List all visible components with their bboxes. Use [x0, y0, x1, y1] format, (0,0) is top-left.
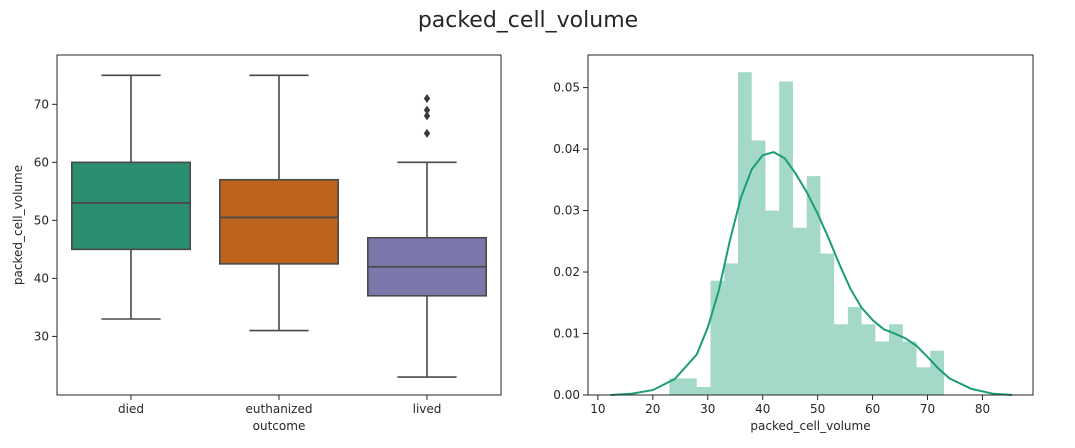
- boxplot-x-label: outcome: [253, 419, 306, 433]
- box-died: [71, 74, 192, 320]
- histogram-bar: [696, 387, 711, 395]
- y-tick-label: 40: [34, 271, 49, 285]
- histogram-bar: [737, 72, 752, 396]
- y-tick-label: 0.01: [553, 327, 580, 341]
- x-tick-label: 60: [865, 402, 880, 416]
- outlier-point: [423, 111, 431, 121]
- box-iqr: [71, 161, 192, 251]
- boxplot-x-axis: died euthanized lived: [118, 395, 441, 416]
- histogram-bar: [875, 341, 890, 395]
- y-tick-label: 0.04: [553, 142, 580, 156]
- x-tick-label: 80: [975, 402, 990, 416]
- outlier-point: [423, 105, 431, 115]
- y-tick-label: 50: [34, 213, 49, 227]
- histogram-x-label: packed_cell_volume: [750, 419, 870, 433]
- box-euthanized: [219, 74, 340, 332]
- histogram-bar: [861, 324, 876, 395]
- histogram-bars: [669, 72, 944, 396]
- histogram-bar: [765, 210, 780, 395]
- histogram-chart: 0.00 0.01 0.02 0.03 0.04 0.05 10 20 30 40 50 60 70 8…: [553, 54, 1034, 433]
- x-tick-label: 40: [755, 402, 770, 416]
- histogram-bar: [669, 378, 684, 395]
- histogram-bar: [806, 176, 821, 395]
- boxplot-y-label: packed_cell_volume: [11, 165, 25, 285]
- boxplot-y-axis: 30 40 50 60 70: [34, 97, 57, 343]
- x-tick-label: 50: [810, 402, 825, 416]
- y-tick-label: 0.02: [553, 265, 580, 279]
- boxplot-frame: [56, 54, 502, 396]
- histogram-bar: [930, 350, 944, 395]
- boxplot-marks: [71, 74, 487, 378]
- x-tick-label: 30: [700, 402, 715, 416]
- histogram-x-axis: 10 20 30 40 50 60 70 80: [590, 395, 990, 416]
- y-tick-label: 0.05: [553, 81, 580, 95]
- y-tick-label: 0.00: [553, 388, 580, 402]
- x-tick-label: euthanized: [246, 402, 313, 416]
- histogram-bar: [847, 307, 862, 395]
- histogram-bar: [724, 263, 738, 395]
- histogram-bar: [889, 324, 903, 395]
- y-tick-label: 0.03: [553, 204, 580, 218]
- x-tick-label: 20: [645, 402, 660, 416]
- x-tick-label: lived: [413, 402, 442, 416]
- box-iqr: [219, 178, 340, 265]
- histogram-bar: [683, 378, 697, 395]
- x-tick-label: 10: [590, 402, 605, 416]
- boxplot-chart: 30 40 50 60 70 died euthanized lived outcome p…: [11, 54, 502, 433]
- histogram-frame: [587, 54, 1034, 396]
- box-lived: [366, 94, 487, 378]
- histogram-bar: [834, 324, 848, 395]
- histogram-bar: [779, 81, 793, 395]
- kde-curve: [610, 151, 1013, 396]
- x-tick-label: died: [118, 402, 144, 416]
- y-tick-label: 60: [34, 155, 49, 169]
- histogram-bar: [902, 341, 917, 395]
- y-tick-label: 30: [34, 329, 49, 343]
- y-tick-label: 70: [34, 97, 49, 111]
- outlier-point: [423, 94, 431, 104]
- x-tick-label: 70: [920, 402, 935, 416]
- outlier-point: [423, 128, 431, 138]
- histogram-bar: [751, 140, 766, 395]
- figure-title: packed_cell_volume: [418, 8, 638, 33]
- histogram-bar: [820, 253, 835, 395]
- histogram-bar: [792, 227, 807, 395]
- histogram-y-axis: 0.00 0.01 0.02 0.03 0.04 0.05: [553, 81, 588, 402]
- histogram-bar: [916, 367, 931, 395]
